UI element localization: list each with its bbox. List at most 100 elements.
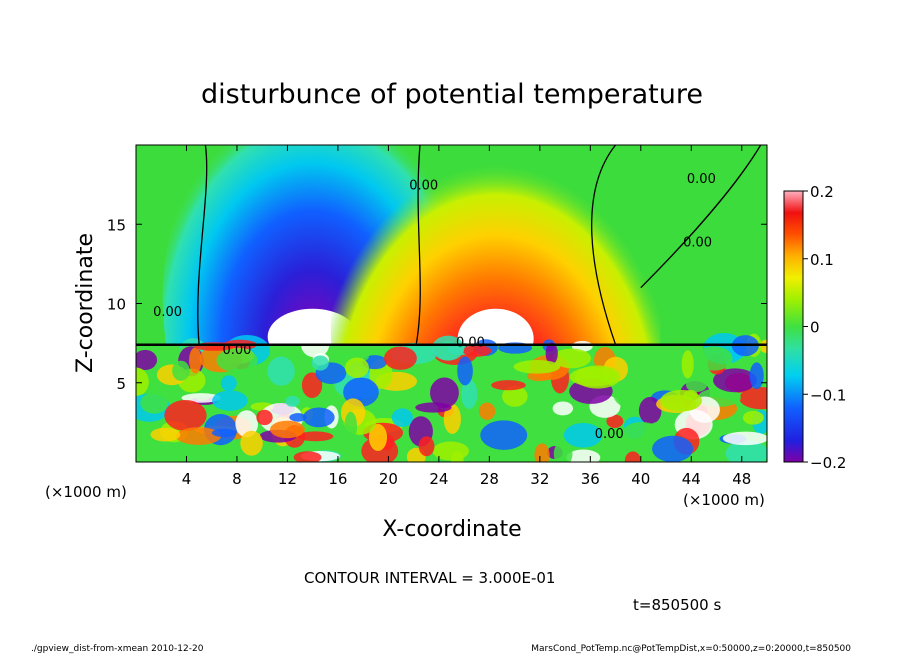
turbulence-cell xyxy=(220,444,236,462)
turbulence-cell xyxy=(491,380,526,391)
contour-interval: CONTOUR INTERVAL = 3.000E-01 xyxy=(304,569,555,587)
turbulence-cell xyxy=(695,346,733,371)
chart-title: disturbunce of potential temperature xyxy=(201,79,703,110)
turbulence-cell xyxy=(235,410,259,438)
x-tick-label: 8 xyxy=(232,470,242,488)
turbulence-cell xyxy=(759,339,767,354)
turbulence-cell xyxy=(181,393,221,403)
x-tick-label: 16 xyxy=(328,470,347,488)
z-axis: 5 10 15 xyxy=(107,216,767,393)
z-axis-label: Z-coordinate xyxy=(73,233,98,373)
turbulence-cell xyxy=(606,414,624,428)
turbulence-cell xyxy=(613,381,651,409)
zero-contour xyxy=(591,145,617,345)
x-tick-label: 12 xyxy=(278,470,297,488)
colorbar-tick-label: 0.2 xyxy=(810,183,834,201)
turbulence-cell xyxy=(344,411,358,442)
turbulence-cell xyxy=(502,385,528,407)
x-tick-label: 36 xyxy=(581,470,600,488)
plot-area: 0.00 0.00 0.00 0.00 0.00 0.00 0.00 xyxy=(136,145,767,462)
lower-layer xyxy=(136,332,767,462)
x-tick-label: 48 xyxy=(732,470,751,488)
turbulence-cell xyxy=(391,408,413,428)
colorbar-ticks: 0.2 0.1 0 −0.1 −0.2 xyxy=(803,183,846,472)
turbulence-cell xyxy=(212,390,248,411)
turbulence-cell xyxy=(457,356,473,386)
turbulence-cell xyxy=(563,422,603,448)
turbulence-cell xyxy=(172,360,190,381)
turbulence-cell xyxy=(686,378,707,393)
turbulence-cell xyxy=(189,347,202,374)
x-axis: 4 8 12 16 20 24 28 32 36 40 44 48 xyxy=(182,145,751,488)
turbulence-cell xyxy=(432,441,469,461)
x-tick-label: 28 xyxy=(480,470,499,488)
x-tick-label: 20 xyxy=(379,470,398,488)
turbulence-cell xyxy=(553,440,573,462)
x-tick-label: 24 xyxy=(429,470,448,488)
colorbar-tick-label: 0.1 xyxy=(810,251,834,269)
x-unit-right: (×1000 m) xyxy=(683,491,765,509)
turbulence-cell xyxy=(384,346,417,370)
z-tick-label: 5 xyxy=(116,375,126,393)
turbulence-cell xyxy=(432,335,465,361)
turbulence-cell xyxy=(175,427,222,445)
turbulence-cell xyxy=(739,387,767,410)
footer-left: ./gpview_dist-from-xmean 2010-12-20 xyxy=(31,644,204,654)
turbulence-cell xyxy=(451,451,464,462)
colorbar: 0.2 0.1 0 −0.1 −0.2 xyxy=(783,183,846,472)
turbulence-cell xyxy=(136,349,158,371)
turbulence-cell xyxy=(545,342,558,365)
turbulence-cell xyxy=(216,348,258,373)
turbulence-cell xyxy=(150,427,181,442)
x-tick-label: 4 xyxy=(182,470,192,488)
turbulence-cell xyxy=(289,413,307,422)
turbulence-cell xyxy=(652,435,694,462)
turbulence-cell xyxy=(534,443,550,462)
turbulence-cell xyxy=(164,399,207,431)
turbulence-cell xyxy=(478,402,496,420)
zero-contours xyxy=(197,145,762,345)
turbulence-cell xyxy=(462,345,492,357)
turbulence-cell xyxy=(569,367,618,387)
turbulence-cell xyxy=(344,357,369,378)
turbulence-cell xyxy=(624,451,641,462)
turbulence-cell xyxy=(136,367,149,396)
x-unit-left: (×1000 m) xyxy=(45,483,127,501)
contour-label: 0.00 xyxy=(222,343,251,358)
turbulence-cell xyxy=(742,410,764,425)
turbulence-cell xyxy=(303,407,335,428)
turbulence-cell xyxy=(461,379,478,409)
turbulence-cell xyxy=(660,389,702,412)
turbulence-cell xyxy=(681,350,694,379)
z-tick-label: 15 xyxy=(107,216,126,234)
turbulence-cell xyxy=(566,449,601,462)
turbulence-cell xyxy=(220,375,237,392)
zero-contour xyxy=(197,145,208,345)
turbulence-cell xyxy=(621,421,663,447)
turbulence-cell xyxy=(293,451,322,462)
turbulence-cell xyxy=(480,420,528,450)
zero-contour xyxy=(640,145,762,289)
turbulence-cell xyxy=(552,348,591,369)
turbulence-cell xyxy=(311,355,329,371)
footer-right: MarsCond_PotTemp.nc@PotTempDist,x=0:5000… xyxy=(531,644,851,654)
x-tick-label: 40 xyxy=(631,470,650,488)
time-label: t=850500 s xyxy=(633,596,721,614)
x-axis-label: X-coordinate xyxy=(382,517,521,542)
turbulence-cell xyxy=(256,409,273,426)
contour-label: 0.00 xyxy=(456,335,485,350)
turbulence-cell xyxy=(443,403,461,434)
turbulence-cell xyxy=(285,395,300,407)
turbulence-cell xyxy=(278,383,310,400)
turbulence-cell xyxy=(267,356,295,386)
contour-label: 0.00 xyxy=(153,305,182,320)
turbulence-cell xyxy=(429,377,459,409)
z-tick-label: 10 xyxy=(107,296,126,314)
turbulence-cell xyxy=(270,420,305,439)
colorbar-tick-label: 0 xyxy=(810,319,820,337)
x-tick-label: 44 xyxy=(682,470,701,488)
contour-label: 0.00 xyxy=(595,427,624,442)
turbulence-cell xyxy=(301,372,323,398)
contour-labels: 0.00 0.00 0.00 0.00 0.00 0.00 0.00 xyxy=(153,172,716,442)
